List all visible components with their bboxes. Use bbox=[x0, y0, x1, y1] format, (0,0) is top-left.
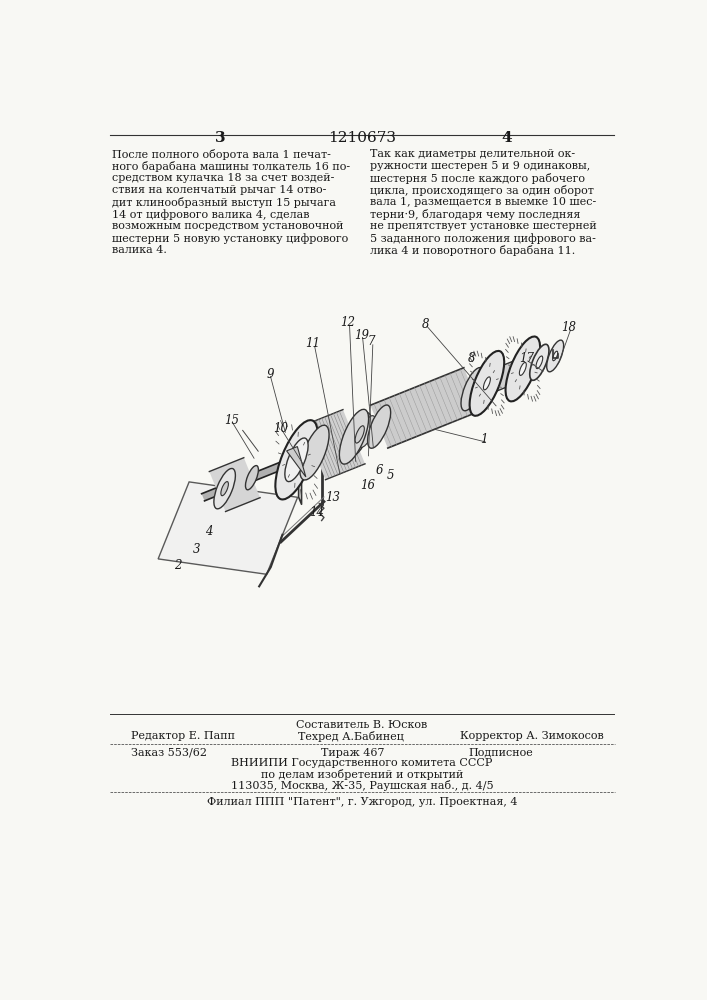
Text: Корректор А. Зимокосов: Корректор А. Зимокосов bbox=[460, 731, 604, 741]
Text: 8: 8 bbox=[468, 352, 476, 365]
Ellipse shape bbox=[355, 426, 364, 443]
Ellipse shape bbox=[214, 468, 235, 509]
Text: 4: 4 bbox=[501, 131, 512, 145]
Text: 17: 17 bbox=[519, 352, 534, 365]
Ellipse shape bbox=[358, 416, 375, 447]
Polygon shape bbox=[209, 458, 260, 512]
Ellipse shape bbox=[520, 362, 526, 375]
Text: 14: 14 bbox=[310, 506, 325, 519]
Ellipse shape bbox=[484, 377, 491, 390]
Text: Филиал ППП "Патент", г. Ужгород, ул. Проектная, 4: Филиал ППП "Патент", г. Ужгород, ул. Про… bbox=[206, 797, 518, 807]
Ellipse shape bbox=[300, 425, 329, 480]
Text: 1210673: 1210673 bbox=[328, 131, 396, 145]
Text: 4: 4 bbox=[205, 525, 212, 538]
Text: Тираж 467: Тираж 467 bbox=[321, 748, 385, 758]
Text: 2: 2 bbox=[174, 559, 181, 572]
Text: 11: 11 bbox=[305, 337, 321, 350]
Ellipse shape bbox=[506, 336, 540, 401]
Polygon shape bbox=[303, 410, 365, 480]
Text: Подписное: Подписное bbox=[468, 748, 533, 758]
Text: вала 1, размещается в выемке 10 шес-: вала 1, размещается в выемке 10 шес- bbox=[370, 197, 596, 207]
Text: 13: 13 bbox=[325, 491, 340, 504]
Text: 113035, Москва, Ж-35, Раушская наб., д. 4/5: 113035, Москва, Ж-35, Раушская наб., д. … bbox=[230, 780, 493, 791]
Text: не препятствует установке шестерней: не препятствует установке шестерней bbox=[370, 221, 597, 231]
Text: 10: 10 bbox=[273, 422, 288, 434]
Text: ружности шестерен 5 и 9 одинаковы,: ружности шестерен 5 и 9 одинаковы, bbox=[370, 161, 590, 171]
Text: ного барабана машины толкатель 16 по-: ного барабана машины толкатель 16 по- bbox=[112, 161, 350, 172]
Ellipse shape bbox=[553, 351, 558, 361]
Polygon shape bbox=[158, 482, 298, 574]
Polygon shape bbox=[370, 368, 481, 448]
Ellipse shape bbox=[530, 344, 549, 380]
Text: 18: 18 bbox=[561, 321, 576, 334]
Text: После полного оборота вала 1 печат-: После полного оборота вала 1 печат- bbox=[112, 149, 330, 160]
Polygon shape bbox=[286, 447, 306, 477]
Text: цикла, происходящего за один оборот: цикла, происходящего за один оборот bbox=[370, 185, 594, 196]
Text: 15: 15 bbox=[224, 414, 239, 427]
Text: 5 заданного положения цифрового ва-: 5 заданного положения цифрового ва- bbox=[370, 233, 595, 244]
Text: лика 4 и поворотного барабана 11.: лика 4 и поворотного барабана 11. bbox=[370, 245, 575, 256]
Text: Заказ 553/62: Заказ 553/62 bbox=[131, 748, 207, 758]
Ellipse shape bbox=[469, 351, 504, 416]
Text: возможным посредством установочной: возможным посредством установочной bbox=[112, 221, 343, 231]
Ellipse shape bbox=[301, 439, 318, 470]
Text: шестерня 5 после каждого рабочего: шестерня 5 после каждого рабочего bbox=[370, 173, 585, 184]
Ellipse shape bbox=[339, 409, 368, 464]
Text: 12: 12 bbox=[341, 316, 356, 329]
Ellipse shape bbox=[461, 368, 484, 411]
Text: Так как диаметры делительной ок-: Так как диаметры делительной ок- bbox=[370, 149, 575, 159]
Text: валика 4.: валика 4. bbox=[112, 245, 167, 255]
Ellipse shape bbox=[285, 438, 308, 482]
Text: Редактор Е. Папп: Редактор Е. Папп bbox=[131, 731, 235, 741]
Ellipse shape bbox=[275, 420, 317, 499]
Text: 19: 19 bbox=[354, 329, 368, 342]
Polygon shape bbox=[201, 352, 556, 501]
Ellipse shape bbox=[547, 340, 563, 372]
Text: 5: 5 bbox=[387, 469, 395, 482]
Ellipse shape bbox=[221, 482, 228, 496]
Text: 8: 8 bbox=[422, 318, 429, 331]
Text: ВНИИПИ Государственного комитета СССР: ВНИИПИ Государственного комитета СССР bbox=[231, 758, 493, 768]
Text: средством кулачка 18 за счет воздей-: средством кулачка 18 за счет воздей- bbox=[112, 173, 334, 183]
Text: 3: 3 bbox=[215, 131, 226, 145]
Text: 14 от цифрового валика 4, сделав: 14 от цифрового валика 4, сделав bbox=[112, 209, 309, 220]
Circle shape bbox=[298, 456, 304, 462]
Text: Составитель В. Юсков: Составитель В. Юсков bbox=[296, 720, 428, 730]
Text: 1: 1 bbox=[480, 433, 487, 446]
Text: 9: 9 bbox=[267, 368, 274, 381]
Ellipse shape bbox=[245, 466, 258, 490]
Text: терни·9, благодаря чему последняя: терни·9, благодаря чему последняя bbox=[370, 209, 580, 220]
Text: 3: 3 bbox=[193, 543, 201, 556]
Text: по делам изобретений и открытий: по делам изобретений и открытий bbox=[261, 769, 463, 780]
Ellipse shape bbox=[536, 356, 543, 369]
Polygon shape bbox=[483, 359, 527, 393]
Text: Техред А.Бабинец: Техред А.Бабинец bbox=[298, 731, 404, 742]
Text: шестерни 5 новую установку цифрового: шестерни 5 новую установку цифрового bbox=[112, 233, 348, 244]
Text: дит клинообразный выступ 15 рычага: дит клинообразный выступ 15 рычага bbox=[112, 197, 336, 208]
Text: ствия на коленчатый рычаг 14 отво-: ствия на коленчатый рычаг 14 отво- bbox=[112, 185, 326, 195]
Ellipse shape bbox=[349, 413, 371, 456]
Text: 7: 7 bbox=[368, 335, 375, 348]
Text: 6: 6 bbox=[375, 464, 382, 477]
Ellipse shape bbox=[368, 405, 391, 448]
Text: 16: 16 bbox=[360, 479, 375, 492]
